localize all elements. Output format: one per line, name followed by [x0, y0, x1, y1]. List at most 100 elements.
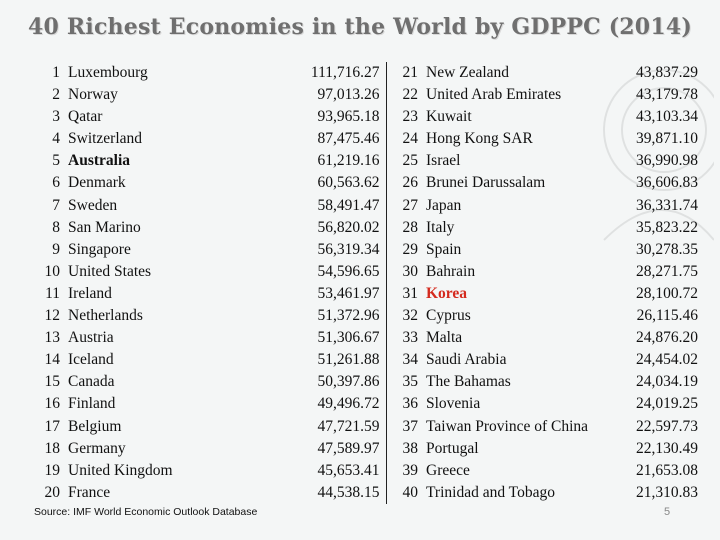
gdppc-cell: 47,589.97 — [317, 439, 380, 457]
rank-cell: 5 — [52, 152, 60, 170]
rank-cell: 25 — [385, 150, 424, 173]
gdppc-cell: 26,115.46 — [636, 307, 698, 325]
country-cell: New Zealand — [426, 64, 510, 81]
rank-cell: 16 — [44, 395, 61, 413]
country-cell: Ireland — [68, 284, 112, 302]
table-row: 19 United Kingdom 45,653.41 39 Greece 21,653.… — [32, 459, 704, 482]
table-row: 4 Switzerland 87,475.46 24 Hong Kong SAR 39,8… — [32, 128, 704, 151]
gdppc-cell: 21,310.83 — [636, 483, 698, 501]
table-row: 11 Ireland 53,461.97 31 Korea 28,100.72 — [32, 282, 704, 306]
country-cell: Iceland — [68, 351, 114, 369]
gdppc-cell: 24,454.02 — [636, 351, 698, 369]
gdppc-cell: 21,653.08 — [636, 461, 698, 479]
rank-cell: 40 — [385, 481, 424, 504]
country-cell: Kuwait — [426, 108, 472, 126]
table-row: 18 Germany 47,589.97 38 Portugal 22,130.49 — [32, 437, 704, 460]
country-cell: Qatar — [68, 108, 103, 126]
country-cell: Taiwan Province of China — [426, 417, 589, 435]
rank-cell: 34 — [385, 349, 424, 372]
gdppc-cell: 93,965.18 — [317, 108, 380, 126]
table-row: 20 France 44,538.15 40 Trinidad and Tobago 21… — [32, 481, 704, 504]
rank-cell: 1 — [52, 64, 60, 81]
country-cell: Hong Kong SAR — [426, 130, 533, 148]
rank-cell: 2 — [52, 86, 60, 104]
country-cell: Bahrain — [426, 262, 476, 280]
gdppc-cell: 35,823.22 — [636, 218, 698, 236]
rank-cell: 22 — [385, 84, 424, 107]
country-cell: Belgium — [68, 417, 122, 435]
gdppc-cell: 58,491.47 — [317, 196, 380, 214]
country-cell: Trinidad and Tobago — [426, 483, 555, 501]
rank-cell: 8 — [52, 218, 60, 236]
country-cell: Brunei Darussalam — [426, 174, 546, 192]
country-cell: Saudi Arabia — [426, 351, 507, 369]
gdppc-cell: 51,306.67 — [317, 329, 380, 347]
rank-cell: 17 — [44, 417, 61, 435]
rank-cell: 33 — [385, 327, 424, 350]
background-ornament — [603, 69, 714, 241]
page-number: 5 — [664, 506, 671, 518]
gdppc-cell: 47,721.59 — [317, 417, 380, 435]
gdppc-cell: 24,876.20 — [636, 329, 698, 347]
rank-cell: 35 — [385, 371, 424, 394]
table-row: 2 Norway 97,013.26 22 United Arab Emirates 43… — [32, 84, 704, 107]
rank-cell: 20 — [44, 483, 61, 501]
gdppc-cell: 30,278.35 — [636, 240, 698, 258]
rank-cell: 6 — [52, 174, 60, 192]
table-row: 8 San Marino 56,820.02 28 Italy 35,823.22 — [32, 216, 704, 239]
country-cell: Norway — [68, 86, 118, 104]
source-note: Source: IMF World Economic Outlook Datab… — [34, 506, 258, 518]
gdppc-cell: 97,013.26 — [317, 86, 380, 104]
country-cell: United Arab Emirates — [426, 86, 562, 104]
rank-cell: 26 — [385, 172, 424, 195]
table-row: 14 Iceland 51,261.88 34 Saudi Arabia 24,454.0… — [32, 349, 704, 372]
rank-cell: 7 — [52, 196, 60, 214]
gdppc-cell: 36,331.74 — [636, 196, 698, 214]
gdppc-cell: 36,606.83 — [636, 174, 698, 192]
country-cell: Sweden — [68, 196, 118, 214]
country-cell: Denmark — [68, 174, 126, 192]
table-row: 10 United States 54,596.65 30 Bahrain 28,271.… — [32, 260, 704, 283]
table-row: 6 Denmark 60,563.62 26 Brunei Darussalam 36,6… — [32, 172, 704, 195]
rank-cell: 3 — [52, 108, 60, 126]
gdppc-cell: 43,103.34 — [636, 108, 698, 126]
rank-cell: 31 — [385, 282, 424, 306]
country-cell: San Marino — [68, 218, 141, 236]
gdppc-cell: 111,716.27 — [310, 64, 380, 81]
country-cell: United States — [68, 262, 152, 280]
page-title: 40 Richest Economies in the World by GDP… — [28, 14, 692, 40]
table-row: 15 Canada 50,397.86 35 The Bahamas 24,034.19 — [32, 371, 704, 394]
rank-cell: 30 — [385, 260, 424, 283]
gdppc-cell: 51,372.96 — [317, 307, 380, 325]
country-cell: Netherlands — [68, 307, 143, 325]
gdppc-cell: 36,990.98 — [636, 152, 698, 170]
ranking-table: 1 Luxembourg 111,716.27 21 New Zealand 43,837… — [32, 62, 704, 504]
table-row: 5 Australia 61,219.16 25 Israel 36,990.98 — [32, 150, 704, 173]
rank-cell: 12 — [44, 307, 61, 325]
table-row: 9 Singapore 56,319.34 29 Spain 30,278.35 — [32, 238, 704, 261]
gdppc-cell: 61,219.16 — [317, 152, 380, 170]
table-row: 7 Sweden 58,491.47 27 Japan 36,331.74 — [32, 194, 704, 217]
country-cell: Spain — [426, 240, 462, 258]
country-cell: Korea — [426, 284, 468, 302]
rank-cell: 9 — [52, 240, 60, 258]
gdppc-cell: 60,563.62 — [317, 174, 380, 192]
gdppc-cell: 24,034.19 — [636, 373, 698, 391]
country-cell: Finland — [68, 395, 116, 413]
gdppc-cell: 39,871.10 — [636, 130, 698, 148]
gdppc-cell: 43,837.29 — [636, 64, 698, 81]
rank-cell: 39 — [385, 459, 424, 482]
country-cell: Israel — [426, 152, 461, 170]
rank-cell: 23 — [385, 106, 424, 129]
country-cell: Slovenia — [426, 395, 481, 413]
gdppc-cell: 28,271.75 — [636, 262, 698, 280]
country-cell: Canada — [68, 373, 115, 391]
country-cell: United Kingdom — [68, 461, 173, 479]
rank-cell: 38 — [385, 437, 424, 460]
gdppc-cell: 22,597.73 — [636, 417, 698, 435]
table-row: 12 Netherlands 51,372.96 32 Cyprus 26,115.46 — [32, 305, 704, 328]
country-cell: Germany — [68, 439, 126, 457]
country-cell: Italy — [426, 218, 455, 236]
gdppc-cell: 22,130.49 — [636, 439, 698, 457]
rank-cell: 11 — [45, 284, 60, 302]
